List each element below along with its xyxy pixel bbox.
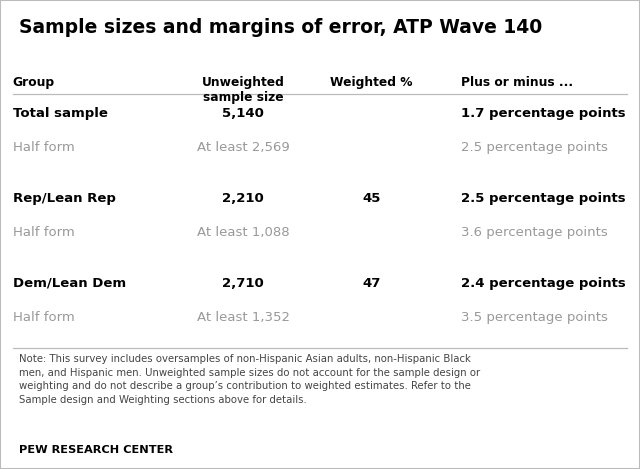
Text: 5,140: 5,140	[222, 107, 264, 120]
Text: Half form: Half form	[13, 311, 74, 324]
Text: 1.7 percentage points: 1.7 percentage points	[461, 107, 625, 120]
Text: 45: 45	[362, 192, 380, 205]
Text: 47: 47	[362, 277, 380, 290]
Text: At least 1,352: At least 1,352	[196, 311, 290, 324]
Text: Unweighted
sample size: Unweighted sample size	[202, 76, 285, 104]
Text: Note: This survey includes oversamples of non-Hispanic Asian adults, non-Hispani: Note: This survey includes oversamples o…	[19, 354, 481, 405]
Text: 2,710: 2,710	[222, 277, 264, 290]
Text: 2,210: 2,210	[222, 192, 264, 205]
Text: At least 1,088: At least 1,088	[197, 226, 289, 239]
Text: PEW RESEARCH CENTER: PEW RESEARCH CENTER	[19, 445, 173, 454]
Text: Rep/Lean Rep: Rep/Lean Rep	[13, 192, 116, 205]
Text: 2.5 percentage points: 2.5 percentage points	[461, 141, 607, 154]
Text: Sample sizes and margins of error, ATP Wave 140: Sample sizes and margins of error, ATP W…	[19, 18, 543, 37]
Text: At least 2,569: At least 2,569	[197, 141, 289, 154]
Text: 2.5 percentage points: 2.5 percentage points	[461, 192, 625, 205]
Text: Half form: Half form	[13, 226, 74, 239]
Text: Dem/Lean Dem: Dem/Lean Dem	[13, 277, 126, 290]
Text: Plus or minus ...: Plus or minus ...	[461, 76, 573, 89]
Text: Half form: Half form	[13, 141, 74, 154]
Text: 2.4 percentage points: 2.4 percentage points	[461, 277, 625, 290]
Text: Total sample: Total sample	[13, 107, 108, 120]
Text: 3.6 percentage points: 3.6 percentage points	[461, 226, 607, 239]
Text: 3.5 percentage points: 3.5 percentage points	[461, 311, 607, 324]
Text: Weighted %: Weighted %	[330, 76, 412, 89]
Text: Group: Group	[13, 76, 55, 89]
